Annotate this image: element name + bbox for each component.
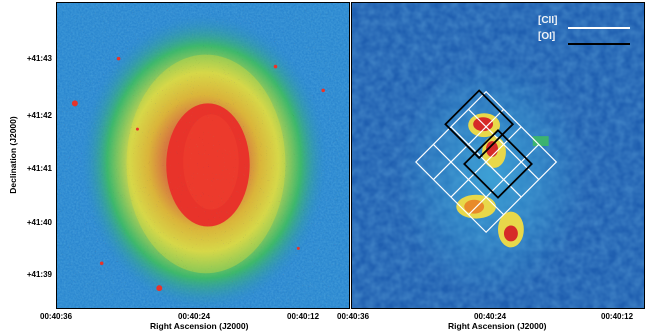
y-tick-label: +41:40	[26, 218, 52, 227]
legend-oi-line	[568, 43, 630, 45]
right-emission-map	[352, 3, 644, 308]
oi-footprint	[444, 89, 533, 199]
legend-cii-line	[568, 27, 630, 29]
left-x-tick-label: 00:40:24	[178, 312, 211, 321]
right-x-axis-title: Right Ascension (J2000)	[448, 321, 547, 331]
y-tick-label: +41:42	[26, 111, 52, 120]
right-x-tick-label: 00:40:12	[601, 312, 634, 321]
y-tick-label: +41:39	[26, 270, 52, 279]
left-image-panel	[56, 2, 350, 309]
y-tick-label: +41:41	[26, 164, 52, 173]
y-tick-label: +41:43	[26, 54, 52, 63]
legend-oi-label: [OI]	[538, 31, 556, 42]
right-image-panel: [CII] [OI]	[351, 2, 645, 309]
legend-cii-label: [CII]	[538, 15, 558, 26]
left-galaxy-image	[57, 3, 349, 308]
right-x-tick-label: 00:40:24	[474, 312, 507, 321]
left-x-axis-title: Right Ascension (J2000)	[150, 321, 249, 331]
right-x-tick-label: 00:40:36	[337, 312, 370, 321]
left-x-tick-label: 00:40:36	[40, 312, 73, 321]
left-x-tick-label: 00:40:12	[287, 312, 320, 321]
